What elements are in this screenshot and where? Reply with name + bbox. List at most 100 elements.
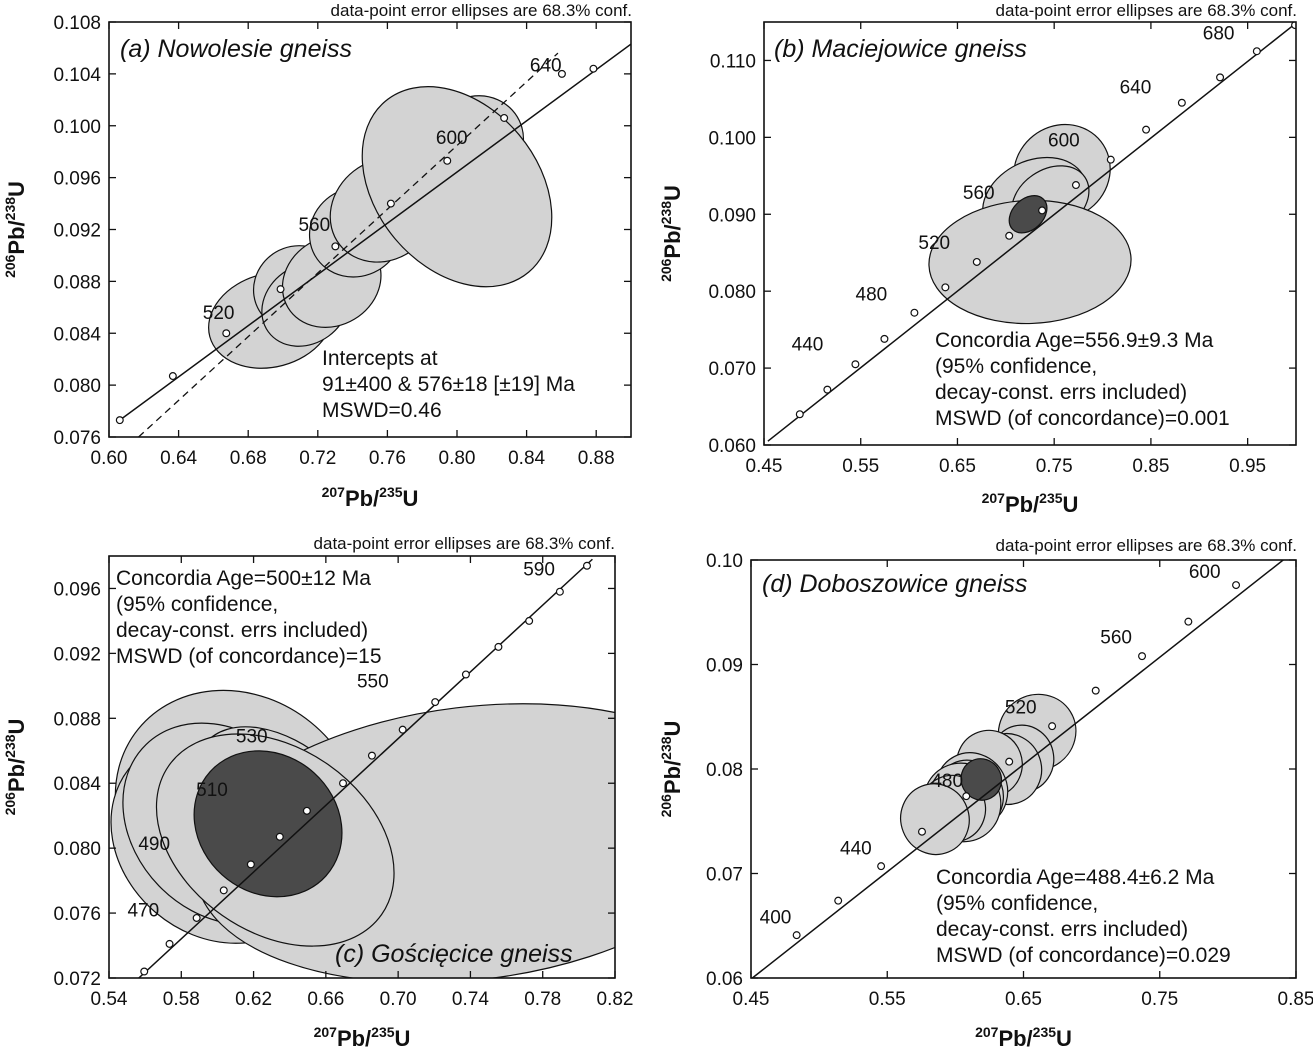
y-tick-label: 0.084 bbox=[53, 774, 101, 795]
x-tick-label: 0.85 bbox=[1278, 989, 1313, 1010]
panel-title: (c) Gościęcice gneiss bbox=[335, 940, 573, 968]
age-marker bbox=[910, 308, 919, 317]
age-label: 520 bbox=[918, 233, 950, 254]
age-marker bbox=[589, 64, 598, 73]
age-label: 470 bbox=[127, 900, 159, 921]
x-axis-label: 207Pb/235U bbox=[975, 1024, 1072, 1051]
ellipse-caption: data-point error ellipses are 68.3% conf… bbox=[996, 1, 1297, 20]
age-marker bbox=[443, 156, 452, 165]
x-tick-label: 0.88 bbox=[578, 448, 615, 469]
ellipse-caption: data-point error ellipses are 68.3% conf… bbox=[314, 534, 615, 553]
annotation-line: MSWD (of concordance)=0.029 bbox=[936, 944, 1231, 967]
age-marker bbox=[192, 913, 201, 922]
y-axis-label: 206Pb/238U bbox=[658, 185, 685, 282]
age-marker bbox=[1232, 581, 1241, 590]
age-marker bbox=[582, 561, 591, 570]
panel-d: 400 440 480 520 560 600 0.45 0.55 0.65 0.75 0.85 0.… bbox=[658, 536, 1313, 1051]
plot-frame bbox=[763, 21, 1297, 446]
x-tick-label: 0.75 bbox=[1036, 456, 1073, 477]
age-label: 640 bbox=[530, 55, 562, 76]
age-marker bbox=[555, 587, 564, 596]
age-marker bbox=[1177, 98, 1186, 107]
y-tick-label: 0.080 bbox=[53, 376, 101, 397]
y-tick-label: 0.08 bbox=[706, 760, 743, 781]
age-marker bbox=[1252, 47, 1261, 56]
age-marker bbox=[339, 779, 348, 788]
x-tick-label: 0.55 bbox=[842, 456, 879, 477]
y-tick-label: 0.10 bbox=[706, 551, 743, 572]
panel-b: 440 480 520 560 600 640 680 0.45 0.55 0.65 0.75 0.8… bbox=[658, 1, 1297, 517]
annotation-line: MSWD=0.46 bbox=[322, 399, 442, 422]
age-label: 600 bbox=[1189, 562, 1221, 583]
ellipse-caption: data-point error ellipses are 68.3% conf… bbox=[331, 1, 632, 20]
x-tick-label: 0.84 bbox=[508, 448, 545, 469]
age-marker bbox=[246, 860, 255, 869]
y-tick-label: 0.06 bbox=[706, 969, 743, 990]
annotation-line: decay-const. errs included) bbox=[936, 918, 1188, 941]
age-label: 600 bbox=[436, 128, 468, 149]
age-marker bbox=[302, 806, 311, 815]
age-marker bbox=[168, 372, 177, 381]
age-marker bbox=[795, 410, 804, 419]
y-tick-label: 0.080 bbox=[708, 282, 756, 303]
age-label: 440 bbox=[840, 839, 872, 860]
concordia-curve bbox=[119, 43, 631, 421]
y-tick-label: 0.080 bbox=[53, 839, 101, 860]
y-axis-label: 206Pb/238U bbox=[2, 181, 29, 278]
x-tick-label: 0.75 bbox=[1141, 989, 1178, 1010]
x-tick-label: 0.45 bbox=[746, 456, 783, 477]
ellipse-caption: data-point error ellipses are 68.3% conf… bbox=[996, 536, 1297, 555]
annotation-line: Intercepts at bbox=[322, 347, 438, 370]
age-label: 560 bbox=[1100, 628, 1132, 649]
annotation-line: (95% confidence, bbox=[116, 593, 278, 616]
age-marker bbox=[851, 360, 860, 369]
x-tick-label: 0.85 bbox=[1132, 456, 1169, 477]
y-tick-label: 0.070 bbox=[708, 359, 756, 380]
error-ellipse bbox=[900, 783, 970, 856]
annotation-line: (95% confidence, bbox=[935, 355, 1097, 378]
panel-title: (b) Maciejowice gneiss bbox=[774, 35, 1027, 63]
panel-c: 470 490 510 530 550 590 0.54 0.58 0.62 0.66 0.70 0.… bbox=[2, 534, 633, 1051]
age-marker bbox=[494, 642, 503, 651]
age-label: 590 bbox=[523, 559, 555, 580]
age-label: 520 bbox=[1005, 698, 1037, 719]
age-marker bbox=[972, 257, 981, 266]
age-marker bbox=[525, 616, 534, 625]
age-label: 560 bbox=[298, 215, 330, 236]
x-axis-label: 207Pb/235U bbox=[982, 490, 1079, 517]
y-tick-label: 0.088 bbox=[53, 709, 101, 730]
age-marker bbox=[1005, 757, 1014, 766]
x-tick-label: 0.78 bbox=[524, 989, 561, 1010]
x-tick-label: 0.74 bbox=[452, 989, 489, 1010]
x-axis-label: 207Pb/235U bbox=[322, 484, 419, 511]
y-tick-label: 0.092 bbox=[53, 221, 101, 242]
x-axis-label: 207Pb/235U bbox=[314, 1024, 411, 1051]
x-tick-label: 0.54 bbox=[91, 989, 128, 1010]
y-tick-label: 0.088 bbox=[53, 272, 101, 293]
age-marker bbox=[880, 334, 889, 343]
age-marker bbox=[1138, 652, 1147, 661]
y-tick-label: 0.100 bbox=[708, 128, 756, 149]
age-marker bbox=[917, 827, 926, 836]
age-label: 550 bbox=[357, 671, 389, 692]
age-label: 600 bbox=[1048, 131, 1080, 152]
x-tick-label: 0.58 bbox=[163, 989, 200, 1010]
age-label: 480 bbox=[856, 284, 888, 305]
x-tick-label: 0.62 bbox=[235, 989, 272, 1010]
annotation-line: 91±400 & 576±18 [±19] Ma bbox=[322, 373, 575, 396]
age-marker bbox=[823, 385, 832, 394]
age-marker bbox=[222, 329, 231, 338]
age-marker bbox=[1038, 206, 1047, 215]
x-tick-label: 0.80 bbox=[439, 448, 476, 469]
x-tick-label: 0.70 bbox=[380, 989, 417, 1010]
age-label: 560 bbox=[963, 183, 995, 204]
age-marker bbox=[219, 886, 228, 895]
age-label: 480 bbox=[931, 771, 963, 792]
age-marker bbox=[1142, 125, 1151, 134]
y-tick-label: 0.09 bbox=[706, 656, 743, 677]
age-marker bbox=[331, 242, 340, 251]
age-marker bbox=[140, 967, 149, 976]
panel-a: 520 560 600 640 0.60 0.64 0.68 0.72 0.76 0.80 0.84… bbox=[2, 1, 632, 511]
age-marker bbox=[431, 698, 440, 707]
concordia-curve bbox=[138, 558, 593, 978]
